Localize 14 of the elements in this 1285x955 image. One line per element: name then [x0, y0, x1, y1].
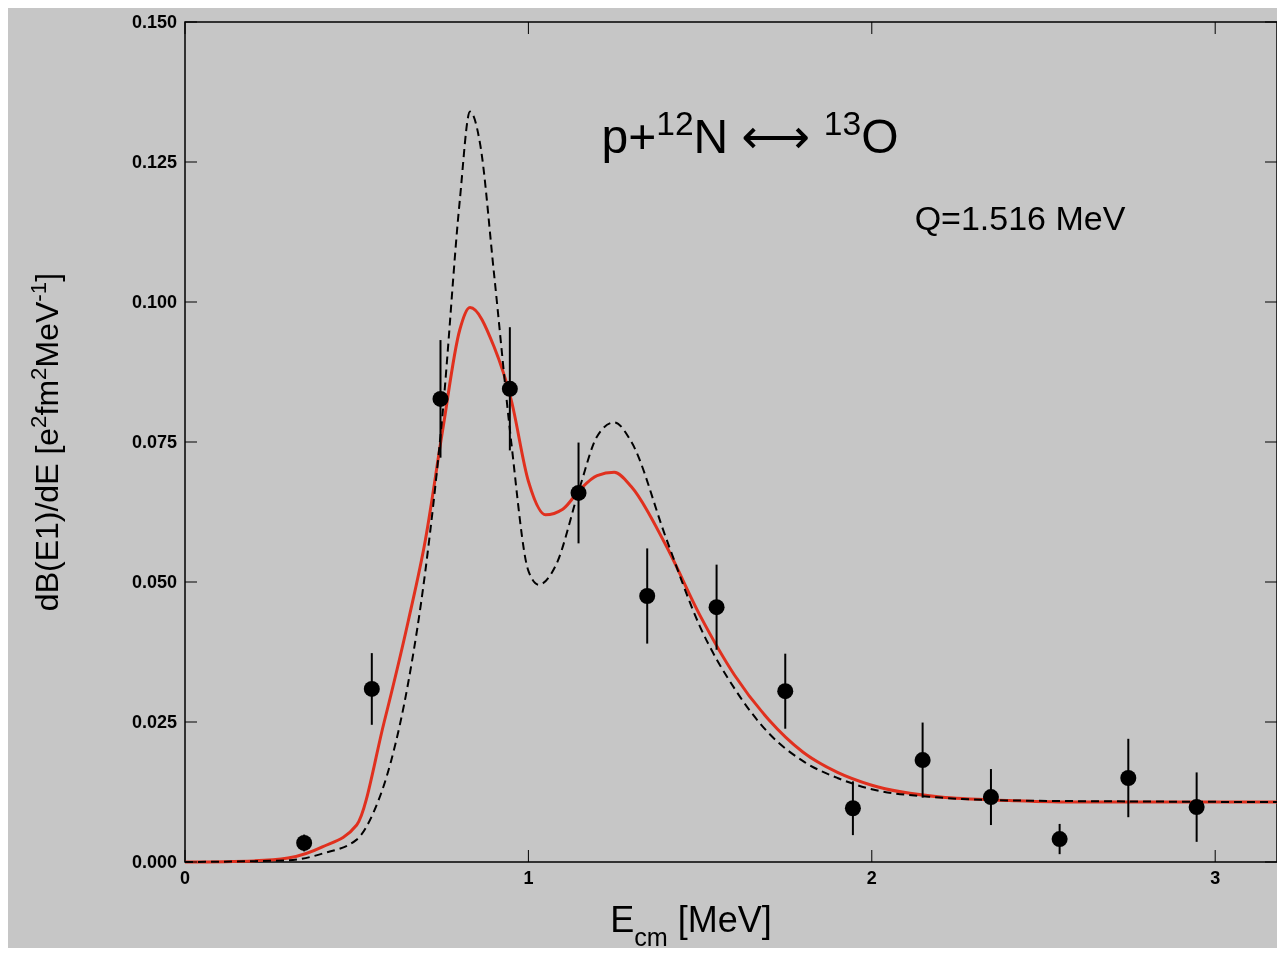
annotation: p+$^{12}$N ⟷ $^{13}$O [601, 104, 899, 163]
annotation: Q=1.516 MeV [914, 199, 1126, 237]
x-tick-label: 1 [523, 868, 534, 888]
x-axis-title: E$_{cm}$ [MeV] [610, 899, 772, 951]
y-tick-label: 0.150 [131, 12, 177, 32]
y-tick-label: 0.000 [131, 852, 177, 872]
x-tick-label: 2 [866, 868, 877, 888]
y-tick-label: 0.125 [131, 152, 177, 172]
y-tick-label: 0.050 [131, 572, 177, 592]
x-tick-label: 3 [1210, 868, 1221, 888]
y-tick-label: 0.100 [131, 292, 177, 312]
y-tick-label: 0.025 [131, 712, 177, 732]
x-tick-label: 0 [179, 868, 191, 888]
y-tick-label: 0.075 [131, 432, 177, 452]
